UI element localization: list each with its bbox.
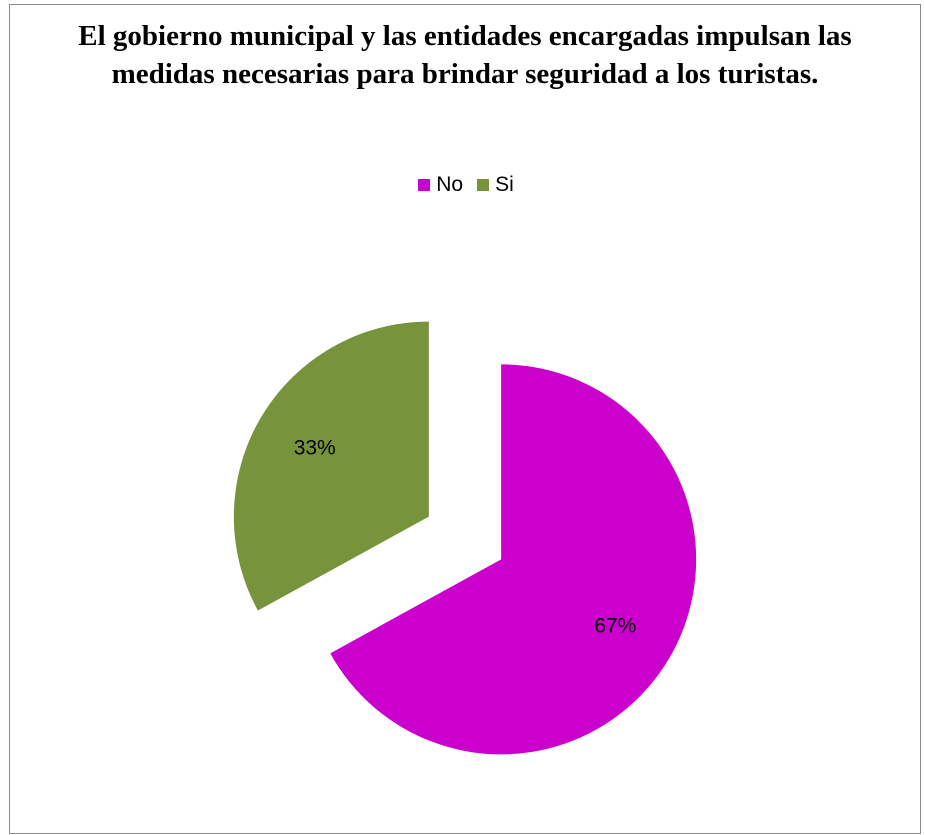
legend: No Si <box>10 173 922 197</box>
legend-swatch-si <box>477 179 490 191</box>
legend-label-si: Si <box>495 173 514 196</box>
legend-item-si: Si <box>477 173 514 197</box>
pie-chart: 67% 33% <box>233 321 697 755</box>
pie-slice-si <box>233 321 429 611</box>
pie-slice-no <box>330 364 697 755</box>
legend-label-no: No <box>436 173 464 196</box>
chart-title: El gobierno municipal y las entidades en… <box>78 20 852 90</box>
legend-swatch-no <box>418 179 431 191</box>
chart-area: El gobierno municipal y las entidades en… <box>9 4 921 834</box>
legend-item-no: No <box>418 173 463 197</box>
data-label-no: 67% <box>594 614 636 637</box>
data-label-si: 33% <box>294 437 336 460</box>
